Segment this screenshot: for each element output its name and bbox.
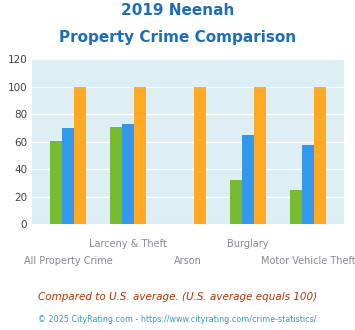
Text: All Property Crime: All Property Crime <box>24 256 113 266</box>
Text: Larceny & Theft: Larceny & Theft <box>89 239 167 249</box>
Text: © 2025 CityRating.com - https://www.cityrating.com/crime-statistics/: © 2025 CityRating.com - https://www.city… <box>38 315 317 324</box>
Text: Compared to U.S. average. (U.S. average equals 100): Compared to U.S. average. (U.S. average … <box>38 292 317 302</box>
Bar <box>314 87 326 224</box>
Text: 2019 Neenah: 2019 Neenah <box>121 3 234 18</box>
Bar <box>194 87 206 224</box>
Bar <box>302 145 314 224</box>
Bar <box>110 127 122 224</box>
Bar <box>230 181 242 224</box>
Bar <box>242 135 254 224</box>
Bar <box>62 128 74 224</box>
Legend: Neenah, Wisconsin, National: Neenah, Wisconsin, National <box>51 326 325 330</box>
Text: Burglary: Burglary <box>228 239 269 249</box>
Bar <box>74 87 86 224</box>
Bar <box>50 141 62 224</box>
Bar <box>134 87 146 224</box>
Bar <box>290 190 302 224</box>
Text: Motor Vehicle Theft: Motor Vehicle Theft <box>261 256 355 266</box>
Text: Arson: Arson <box>174 256 202 266</box>
Bar <box>122 124 134 224</box>
Text: Property Crime Comparison: Property Crime Comparison <box>59 30 296 45</box>
Bar <box>254 87 266 224</box>
